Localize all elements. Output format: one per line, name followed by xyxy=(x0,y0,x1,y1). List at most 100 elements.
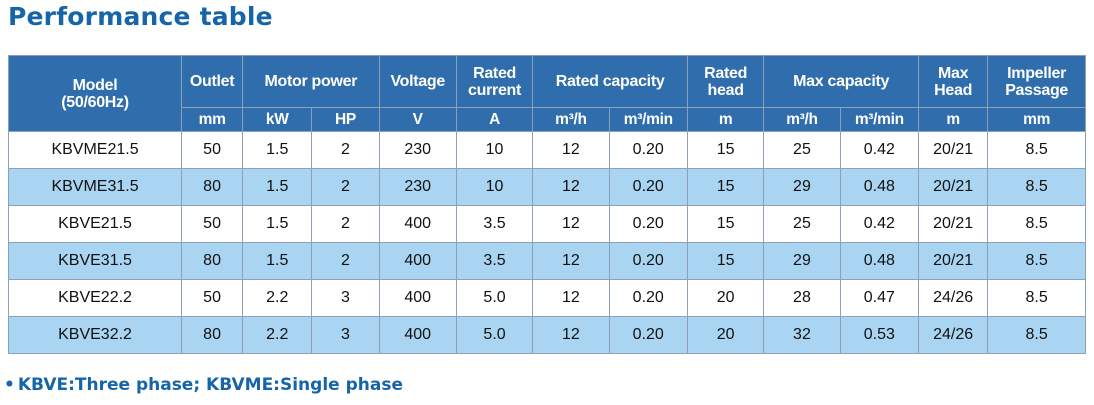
table-cell: 3 xyxy=(311,279,380,317)
table-cell: 29 xyxy=(763,242,841,280)
unit-cell: A xyxy=(455,107,534,132)
table-cell: 80 xyxy=(181,168,244,206)
col-header-rated-current: Rated current xyxy=(455,55,534,108)
table-cell: 400 xyxy=(378,205,457,243)
table-cell: 20 xyxy=(686,279,765,317)
col-header-impeller-passage: Impeller Passage xyxy=(987,55,1086,108)
rated-head-line2: head xyxy=(707,81,744,99)
table-cell: 20/21 xyxy=(918,205,989,243)
max-head-line1: Max xyxy=(938,64,969,82)
table-cell: 20 xyxy=(686,316,765,354)
unit-cell: m³/min xyxy=(839,107,920,132)
col-header-max-capacity: Max capacity xyxy=(763,55,920,108)
table-row: KBVME31.5 80 1.5 2 230 10 12 0.20 15 29 0.48 20/21 8… xyxy=(7,168,1086,206)
table-cell: 0.20 xyxy=(608,168,688,206)
table-cell: 12 xyxy=(532,279,610,317)
table-cell: 15 xyxy=(686,168,765,206)
table-cell: 3 xyxy=(311,316,380,354)
rated-current-line1: Rated xyxy=(473,64,517,82)
table-cell: 3.5 xyxy=(455,242,534,280)
table-cell: 12 xyxy=(532,242,610,280)
table-row: KBVE31.5 80 1.5 2 400 3.5 12 0.20 15 29 0.48 20/21 8… xyxy=(7,242,1086,280)
unit-cell: kW xyxy=(242,107,313,132)
table-cell: 50 xyxy=(181,205,244,243)
table-cell: 29 xyxy=(763,168,841,206)
impeller-passage-line2: Passage xyxy=(1005,81,1069,99)
table-cell: 0.20 xyxy=(608,131,688,169)
table-cell: 0.42 xyxy=(839,131,920,169)
table-cell: 32 xyxy=(763,316,841,354)
table-row: KBVME21.5 50 1.5 2 230 10 12 0.20 15 25 0.42 20/21 8… xyxy=(7,131,1086,169)
table-cell: 50 xyxy=(181,131,244,169)
table-cell: 8.5 xyxy=(987,242,1086,280)
table-cell: 8.5 xyxy=(987,205,1086,243)
phase-note: • KBVE:Three phase; KBVME:Single phase xyxy=(4,375,403,395)
impeller-passage-line1: Impeller xyxy=(1007,64,1067,82)
table-cell: 400 xyxy=(378,279,457,317)
model-cell: KBVME21.5 xyxy=(7,131,183,169)
table-cell: 5.0 xyxy=(455,279,534,317)
table-cell: 0.53 xyxy=(839,316,920,354)
table-body: KBVME21.5 50 1.5 2 230 10 12 0.20 15 25 0.42 20/21 8… xyxy=(7,131,1086,354)
table-cell: 0.20 xyxy=(608,205,688,243)
table-cell: 0.20 xyxy=(608,242,688,280)
table-cell: 80 xyxy=(181,242,244,280)
table-cell: 1.5 xyxy=(242,168,313,206)
table-cell: 10 xyxy=(455,131,534,169)
table-row: KBVE21.5 50 1.5 2 400 3.5 12 0.20 15 25 0.42 20/21 8… xyxy=(7,205,1086,243)
table-cell: 50 xyxy=(181,279,244,317)
table-cell: 0.42 xyxy=(839,205,920,243)
unit-cell: mm xyxy=(987,107,1086,132)
table-cell: 1.5 xyxy=(242,131,313,169)
table-cell: 28 xyxy=(763,279,841,317)
table-cell: 12 xyxy=(532,131,610,169)
model-cell: KBVME31.5 xyxy=(7,168,183,206)
table-cell: 2.2 xyxy=(242,279,313,317)
table-cell: 25 xyxy=(763,131,841,169)
rated-head-line1: Rated xyxy=(704,64,748,82)
table-cell: 8.5 xyxy=(987,168,1086,206)
phase-note-text: KBVE:Three phase; KBVME:Single phase xyxy=(17,375,403,395)
table-cell: 400 xyxy=(378,316,457,354)
unit-cell: V xyxy=(378,107,457,132)
model-cell: KBVE21.5 xyxy=(7,205,183,243)
col-header-voltage: Voltage xyxy=(378,55,457,108)
table-cell: 1.5 xyxy=(242,205,313,243)
table-cell: 0.47 xyxy=(839,279,920,317)
table-cell: 230 xyxy=(378,168,457,206)
table-cell: 0.20 xyxy=(608,316,688,354)
col-header-motor-power: Motor power xyxy=(242,55,380,108)
table-cell: 8.5 xyxy=(987,279,1086,317)
bullet-icon: • xyxy=(4,375,15,395)
table-cell: 24/26 xyxy=(918,279,989,317)
table-cell: 15 xyxy=(686,242,765,280)
model-label: Model xyxy=(72,76,118,94)
unit-cell: m³/h xyxy=(532,107,610,132)
rated-current-line2: current xyxy=(468,81,522,99)
table-cell: 15 xyxy=(686,131,765,169)
table-cell: 20/21 xyxy=(918,168,989,206)
table-row: KBVE32.2 80 2.2 3 400 5.0 12 0.20 20 32 0.53 24/26 8… xyxy=(7,316,1086,354)
table-cell: 8.5 xyxy=(987,316,1086,354)
table-cell: 2 xyxy=(311,131,380,169)
max-head-line2: Head xyxy=(934,81,973,99)
table-cell: 12 xyxy=(532,316,610,354)
table-cell: 3.5 xyxy=(455,205,534,243)
col-header-rated-capacity: Rated capacity xyxy=(532,55,688,108)
table-cell: 2 xyxy=(311,168,380,206)
table-cell: 5.0 xyxy=(455,316,534,354)
col-header-model: Model (50/60Hz) xyxy=(7,55,183,132)
table-cell: 20/21 xyxy=(918,242,989,280)
col-header-rated-head: Rated head xyxy=(686,55,765,108)
col-header-max-head: Max Head xyxy=(918,55,989,108)
table-cell: 25 xyxy=(763,205,841,243)
table-cell: 10 xyxy=(455,168,534,206)
table-cell: 2 xyxy=(311,205,380,243)
table-cell: 80 xyxy=(181,316,244,354)
table-row: KBVE22.2 50 2.2 3 400 5.0 12 0.20 20 28 0.47 24/26 8… xyxy=(7,279,1086,317)
units-row: mm kW HP V A m³/h m³/min m m³/h m³/min m… xyxy=(9,107,1086,132)
table-cell: 12 xyxy=(532,168,610,206)
model-cell: KBVE31.5 xyxy=(7,242,183,280)
unit-cell: m³/min xyxy=(608,107,688,132)
model-sublabel: (50/60Hz) xyxy=(61,93,129,111)
